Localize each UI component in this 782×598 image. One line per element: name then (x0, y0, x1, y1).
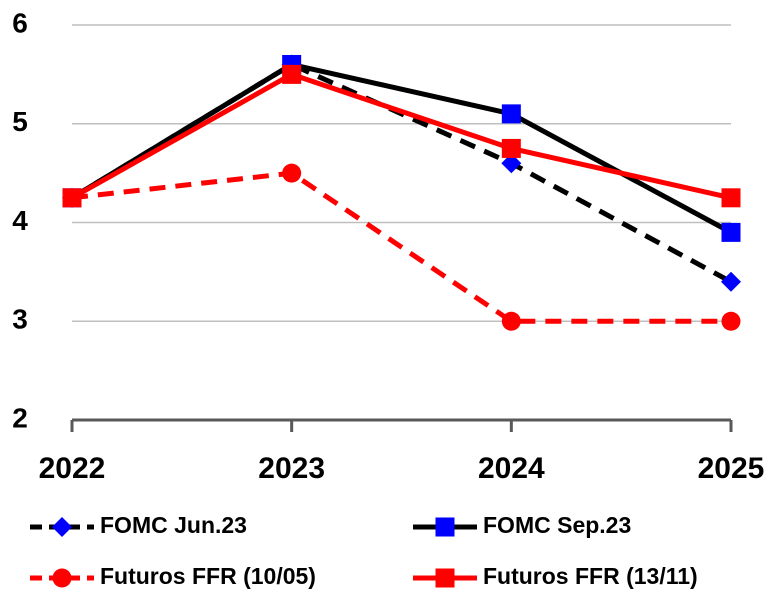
y-tick-label: 4 (12, 205, 28, 236)
data-point (721, 222, 741, 242)
legend-label: FOMC Jun.23 (100, 512, 247, 538)
legend-marker (52, 517, 72, 537)
legend-label: FOMC Sep.23 (483, 512, 631, 538)
series-line (70, 71, 732, 201)
x-tick-label: 2022 (39, 452, 106, 485)
data-point (721, 188, 741, 208)
data-point (501, 138, 521, 158)
y-tick-label: 5 (12, 106, 28, 137)
data-point (62, 188, 82, 208)
y-tick-label: 2 (12, 402, 28, 433)
x-tick-label: 2023 (258, 452, 325, 485)
data-point (721, 311, 741, 331)
legend-marker (435, 568, 455, 588)
legend-label: Futuros FFR (13/11) (483, 563, 698, 589)
y-tick-label: 3 (12, 304, 28, 335)
data-point (501, 311, 521, 331)
series-line (71, 170, 731, 324)
series-line (70, 61, 733, 235)
data-point (721, 271, 741, 292)
data-point (501, 153, 522, 174)
legend-marker (52, 568, 72, 588)
x-tick-label: 2025 (698, 452, 765, 485)
y-tick-label: 6 (12, 7, 28, 38)
legend-label: Futuros FFR (10/05) (100, 563, 316, 589)
data-point (501, 104, 521, 124)
x-tick-label: 2024 (478, 452, 545, 485)
data-point (282, 163, 302, 183)
data-point (282, 64, 302, 84)
legend-marker (435, 517, 455, 537)
